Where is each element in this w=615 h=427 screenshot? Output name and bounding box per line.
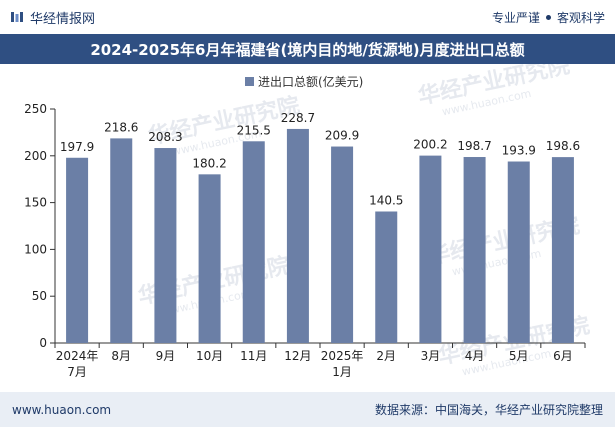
y-tick-label: 100 (24, 242, 47, 256)
data-label: 197.9 (60, 140, 94, 154)
bar (110, 138, 133, 343)
x-tick-label: 1月 (332, 365, 352, 379)
x-tick-label: 12月 (284, 349, 311, 363)
brand: 华经情报网 (10, 8, 95, 27)
x-tick-label: 3月 (421, 349, 441, 363)
bar (286, 128, 309, 343)
x-tick-label: 4月 (465, 349, 485, 363)
x-tick-label: 5月 (509, 349, 529, 363)
bar (375, 211, 398, 343)
top-bar: 华经情报网 专业严谨 客观科学 (0, 0, 615, 34)
legend-swatch (245, 77, 254, 86)
x-tick-label: 10月 (196, 349, 223, 363)
tagline: 专业严谨 客观科学 (492, 9, 605, 26)
data-label: 228.7 (281, 111, 315, 125)
data-label: 208.3 (148, 130, 182, 144)
legend-label: 进出口总额(亿美元) (258, 74, 363, 89)
x-tick-label: 9月 (156, 349, 176, 363)
tagline-right: 客观科学 (556, 10, 605, 25)
x-tick-label: 2024年 (56, 349, 99, 363)
chart-title: 2024-2025年6月年福建省(境内目的地/货源地)月度进出口总额 (0, 34, 615, 64)
y-tick-label: 200 (24, 149, 47, 163)
x-tick-label: 11月 (240, 349, 267, 363)
x-tick-label: 2月 (376, 349, 396, 363)
data-label: 193.9 (502, 144, 536, 158)
bar (551, 157, 574, 343)
y-tick-label: 0 (39, 336, 47, 350)
data-label: 200.2 (413, 138, 447, 152)
y-tick-label: 250 (24, 102, 47, 116)
x-tick-label: 7月 (67, 365, 87, 379)
footer-website[interactable]: www.huaon.com (12, 402, 112, 417)
bar-chart: 华经产业研究院www.huaon.com华经产业研究院www.huaon.com… (24, 64, 592, 379)
data-label: 215.5 (237, 123, 271, 137)
bar (66, 157, 89, 343)
brand-logo-icon (11, 12, 23, 22)
x-tick-label: 6月 (553, 349, 573, 363)
x-tick-label: 2025年 (321, 349, 364, 363)
bullet-icon (545, 14, 551, 20)
brand-name: 华经情报网 (30, 11, 96, 27)
footer-source: 数据来源：中国海关，华经产业研究院整理 (374, 403, 603, 417)
y-tick-label: 150 (24, 196, 47, 210)
data-label: 198.7 (457, 139, 491, 153)
footer: www.huaon.com 数据来源：中国海关，华经产业研究院整理 (0, 392, 615, 427)
tagline-left: 专业严谨 (491, 10, 540, 25)
data-label: 198.6 (546, 139, 580, 153)
bar (154, 148, 177, 343)
data-label: 140.5 (369, 193, 403, 207)
bar (331, 146, 354, 343)
data-label: 180.2 (192, 156, 226, 170)
bar (463, 157, 486, 343)
y-tick-label: 50 (32, 289, 47, 303)
bar (198, 174, 221, 343)
data-label: 209.9 (325, 129, 359, 143)
bar (419, 155, 442, 343)
bar (507, 161, 530, 343)
data-label: 218.6 (104, 120, 138, 134)
x-tick-label: 8月 (111, 349, 131, 363)
bar (242, 141, 265, 343)
